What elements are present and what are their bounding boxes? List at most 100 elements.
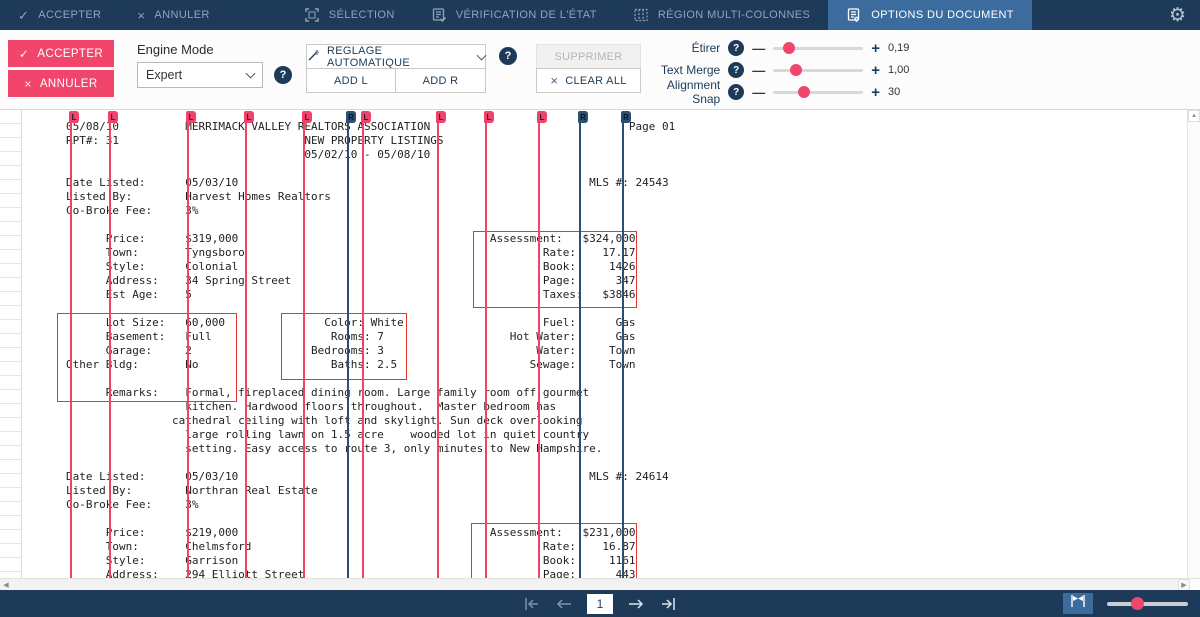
- column-marker-flag[interactable]: L: [436, 111, 446, 123]
- engine-mode-help-icon[interactable]: ?: [274, 66, 292, 84]
- column-marker-line[interactable]: [109, 112, 111, 578]
- document-text: 05/08/10 MERRIMACK VALLEY REALTORS ASSOC…: [66, 120, 676, 578]
- text-merge-slider-label: Text Merge: [660, 63, 721, 77]
- slider-thumb[interactable]: [790, 64, 803, 76]
- tab-multicolumn-label: RÉGION MULTI-COLONNES: [657, 9, 811, 21]
- close-icon: ×: [550, 73, 559, 88]
- next-page-button[interactable]: [626, 596, 646, 612]
- column-marker-flag[interactable]: L: [244, 111, 254, 123]
- check-icon: ✓: [18, 7, 30, 23]
- alignment-snap-help-icon[interactable]: ?: [728, 84, 745, 100]
- topbar-accept-button[interactable]: ✓ ACCEPTER: [0, 0, 119, 30]
- column-marker-line[interactable]: [362, 112, 364, 578]
- previous-page-button[interactable]: [554, 596, 574, 612]
- alignment-snap-slider-row: Alignment Snap ? — + 30: [648, 78, 916, 106]
- auto-adjust-dropdown[interactable]: REGLAGE AUTOMATIQUE: [306, 44, 487, 69]
- last-page-button[interactable]: [659, 596, 679, 612]
- column-marker-flag[interactable]: L: [484, 111, 494, 123]
- alignment-snap-slider-value: 30: [888, 86, 901, 98]
- stretch-slider-value: 0,19: [888, 42, 910, 54]
- settings-gear-icon[interactable]: ⚙: [1168, 4, 1186, 26]
- column-marker-flag[interactable]: R: [346, 111, 356, 123]
- tab-multicolumn-region[interactable]: RÉGION MULTI-COLONNES: [615, 0, 828, 30]
- tab-selection[interactable]: SÉLECTION: [286, 0, 413, 30]
- alignment-snap-slider[interactable]: [773, 86, 864, 98]
- plus-button[interactable]: +: [871, 83, 880, 101]
- first-page-button[interactable]: [521, 596, 541, 612]
- stretch-slider-row: Étirer ? — + 0,19: [648, 38, 916, 58]
- chevron-down-icon: [245, 68, 256, 79]
- region-box[interactable]: [281, 313, 407, 380]
- tab-status-check[interactable]: VÉRIFICATION DE L'ÉTAT: [413, 0, 615, 30]
- delete-button[interactable]: SUPPRIMER: [536, 44, 641, 69]
- region-box[interactable]: [57, 313, 237, 402]
- horizontal-scrollbar[interactable]: ◀ ▶: [0, 578, 1200, 591]
- add-left-button[interactable]: ADD L: [306, 68, 396, 93]
- bottom-status-bar: [0, 590, 1200, 617]
- minus-button[interactable]: —: [752, 84, 766, 100]
- slider-thumb[interactable]: [783, 42, 796, 54]
- column-marker-line[interactable]: [622, 112, 624, 578]
- plus-button[interactable]: +: [871, 61, 880, 79]
- document-canvas[interactable]: 05/08/10 MERRIMACK VALLEY REALTORS ASSOC…: [0, 110, 1200, 578]
- column-marker-flag[interactable]: R: [621, 111, 631, 123]
- minus-button[interactable]: —: [752, 62, 766, 78]
- scrollbar-corner: [1190, 579, 1200, 591]
- tab-document-options[interactable]: OPTIONS DU DOCUMENT: [828, 0, 1032, 30]
- column-marker-line[interactable]: [347, 112, 349, 578]
- cancel-button[interactable]: × ANNULER: [8, 70, 114, 97]
- zoom-slider[interactable]: [1107, 597, 1188, 610]
- column-marker-line[interactable]: [485, 112, 487, 578]
- chevron-down-icon: [476, 50, 487, 60]
- tab-document-options-label: OPTIONS DU DOCUMENT: [871, 9, 1014, 21]
- engine-mode-select[interactable]: Expert: [137, 62, 263, 88]
- column-marker-line[interactable]: [437, 112, 439, 578]
- magic-wand-icon: [307, 49, 320, 65]
- column-marker-flag[interactable]: L: [69, 111, 79, 123]
- page-navigation: [521, 590, 679, 617]
- column-marker-flag[interactable]: L: [108, 111, 118, 123]
- plus-button[interactable]: +: [871, 39, 880, 57]
- column-marker-line[interactable]: [70, 112, 72, 578]
- close-icon: ×: [137, 7, 146, 23]
- column-marker-line[interactable]: [187, 112, 189, 578]
- accept-button[interactable]: ✓ ACCEPTER: [8, 40, 114, 67]
- auto-adjust-help-icon[interactable]: ?: [499, 47, 517, 65]
- engine-mode-label: Engine Mode: [137, 42, 214, 57]
- topbar-cancel-button[interactable]: × ANNULER: [119, 0, 227, 30]
- tab-status-check-label: VÉRIFICATION DE L'ÉTAT: [455, 9, 597, 21]
- zoom-slider-thumb[interactable]: [1131, 597, 1144, 610]
- column-marker-flag[interactable]: L: [361, 111, 371, 123]
- column-marker-flag[interactable]: L: [537, 111, 547, 123]
- column-marker-flag[interactable]: L: [302, 111, 312, 123]
- text-merge-slider[interactable]: [773, 64, 864, 76]
- vertical-scrollbar[interactable]: ▲: [1187, 110, 1200, 578]
- minus-button[interactable]: —: [752, 40, 766, 56]
- column-marker-flag[interactable]: R: [578, 111, 588, 123]
- page-number-input[interactable]: [587, 593, 613, 614]
- column-marker-line[interactable]: [245, 112, 247, 578]
- alignment-snap-slider-label: Alignment Snap: [666, 78, 721, 106]
- selection-frame-icon: [304, 7, 320, 23]
- column-marker-line[interactable]: [538, 112, 540, 578]
- region-box[interactable]: [471, 523, 637, 578]
- scroll-up-icon[interactable]: ▲: [1188, 110, 1200, 122]
- text-merge-help-icon[interactable]: ?: [728, 62, 745, 78]
- document-options-icon: [846, 7, 862, 23]
- slider-thumb[interactable]: [797, 86, 810, 98]
- stretch-slider-label: Étirer: [691, 41, 721, 55]
- stretch-help-icon[interactable]: ?: [728, 40, 745, 56]
- column-marker-line[interactable]: [579, 112, 581, 578]
- clear-all-button[interactable]: × CLEAR ALL: [536, 68, 641, 93]
- stretch-slider[interactable]: [773, 42, 864, 54]
- fit-width-button[interactable]: [1063, 593, 1093, 614]
- column-marker-flag[interactable]: L: [186, 111, 196, 123]
- document-check-icon: [431, 7, 447, 23]
- column-marker-line[interactable]: [303, 112, 305, 578]
- tab-selection-label: SÉLECTION: [328, 9, 395, 21]
- options-toolbar: ✓ ACCEPTER × ANNULER Engine Mode Expert …: [0, 30, 1200, 110]
- add-right-button[interactable]: ADD R: [395, 68, 486, 93]
- scroll-left-icon[interactable]: ◀: [3, 581, 9, 589]
- region-box[interactable]: [473, 231, 637, 308]
- check-icon: ✓: [18, 46, 30, 61]
